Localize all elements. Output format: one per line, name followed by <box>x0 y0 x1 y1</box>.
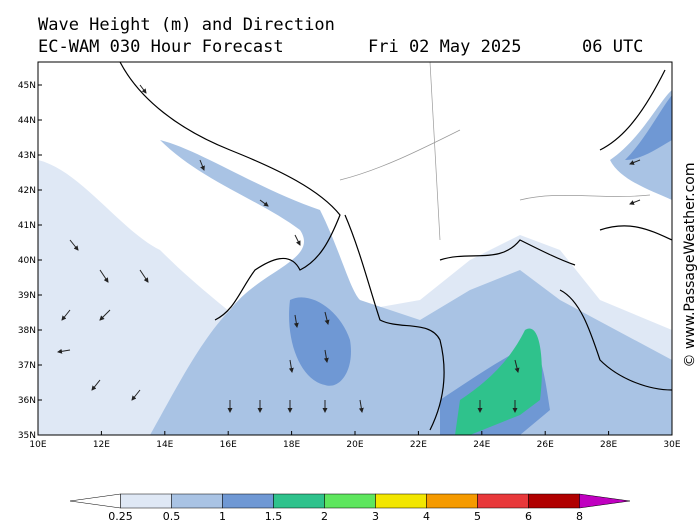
legend-label: 2 <box>321 510 328 523</box>
border <box>339 62 651 241</box>
lon-label: 14E <box>156 440 173 450</box>
lat-label: 42N <box>18 186 36 196</box>
lon-label: 18E <box>283 440 300 450</box>
legend-label: 0.25 <box>108 510 133 523</box>
date: Fri 02 May 2025 <box>368 37 522 57</box>
lat-label: 39N <box>18 291 36 301</box>
lon-label: 12E <box>93 440 110 450</box>
coastline <box>119 62 672 431</box>
legend-swatch <box>528 493 580 509</box>
axis-ticks: 35N 36N 37N 38N 39N 40N 41N 42N 43N 44N 45N 10E 12E 1… <box>18 81 681 450</box>
lon-label: 26E <box>537 440 554 450</box>
legend-swatch <box>426 493 478 509</box>
lat-label: 44N <box>18 116 36 126</box>
legend-label: 1 <box>219 510 226 523</box>
sea-high <box>289 297 351 386</box>
legend-swatch <box>324 493 376 509</box>
lat-label: 43N <box>18 151 36 161</box>
legend-swatch <box>375 493 427 509</box>
legend-swatch <box>222 493 274 509</box>
legend-swatch <box>477 493 529 509</box>
legend-swatch <box>579 493 631 509</box>
lon-label: 24E <box>473 440 490 450</box>
lat-label: 45N <box>18 81 36 91</box>
legend-swatch <box>171 493 223 509</box>
lon-label: 16E <box>220 440 237 450</box>
legend-label: 1.5 <box>265 510 283 523</box>
time: 06 UTC <box>582 37 643 57</box>
title: Wave Height (m) and Direction <box>38 15 335 35</box>
legend-label: 3 <box>372 510 379 523</box>
watermark: © www.PassageWeather.com <box>682 162 698 367</box>
color-legend: 0.25 0.5 1 1.5 2 3 4 5 6 8 <box>69 493 631 523</box>
lon-label: 10E <box>29 440 46 450</box>
legend-swatch <box>120 493 172 509</box>
legend-label: 4 <box>423 510 430 523</box>
lon-label: 22E <box>410 440 427 450</box>
lat-label: 40N <box>18 256 36 266</box>
legend-label: 5 <box>474 510 481 523</box>
lon-label: 28E <box>600 440 617 450</box>
lat-label: 41N <box>18 221 36 231</box>
lat-label: 36N <box>18 396 36 406</box>
model: EC-WAM 030 Hour Forecast <box>38 37 284 57</box>
legend-label: 0.5 <box>163 510 181 523</box>
lat-label: 37N <box>18 361 36 371</box>
legend-swatch <box>273 493 325 509</box>
legend-label: 8 <box>576 510 583 523</box>
direction-arrows <box>57 84 641 413</box>
lon-label: 20E <box>346 440 363 450</box>
legend-label: 6 <box>525 510 532 523</box>
sea-peak <box>455 328 542 435</box>
black-sea-high <box>625 95 672 160</box>
legend-swatch <box>69 493 121 509</box>
map-area <box>38 62 672 435</box>
lat-label: 38N <box>18 326 36 336</box>
lon-label: 30E <box>663 440 680 450</box>
lat-label: 35N <box>18 431 36 441</box>
